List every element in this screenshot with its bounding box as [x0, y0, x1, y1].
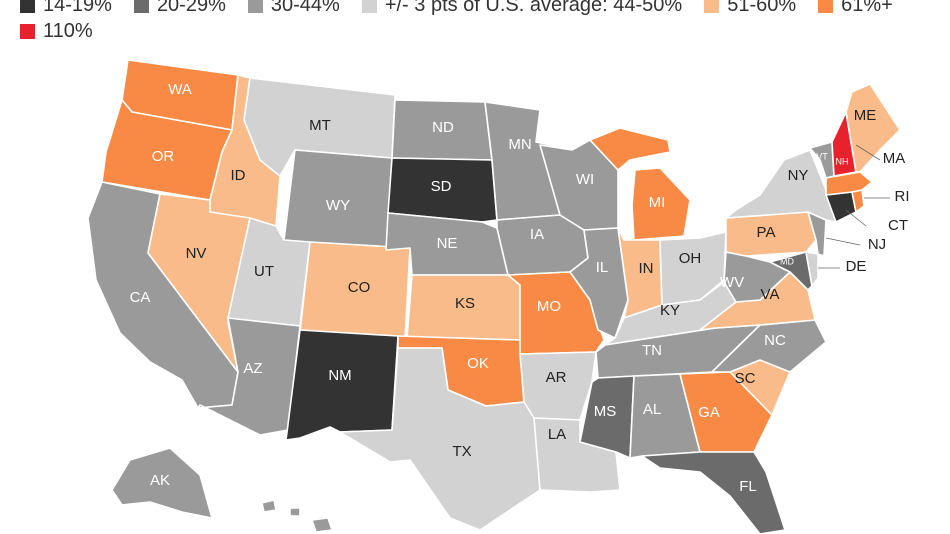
state-label-nj: NJ: [868, 236, 886, 253]
legend-item-61-plus: 61%+: [818, 0, 893, 18]
state-label-me: ME: [854, 107, 877, 124]
state-wi[interactable]: [539, 139, 619, 231]
legend-item-51-60: 51-60%: [704, 0, 796, 18]
legend-item-20-29: 20-29%: [133, 0, 226, 18]
legend-label: +/- 3 pts of U.S. average: 44-50%: [384, 0, 683, 16]
state-label-il: IL: [596, 259, 609, 276]
state-label-ar: AR: [546, 369, 567, 386]
state-label-ks: KS: [455, 295, 475, 312]
state-tx[interactable]: [339, 347, 541, 531]
state-label-nm: NM: [328, 367, 351, 384]
state-de[interactable]: [805, 251, 819, 287]
state-labels: WA OR CA ID NV MT WY UT AZ CO NM ND SD N…: [130, 81, 910, 495]
state-vt[interactable]: [809, 141, 835, 179]
state-ar[interactable]: [519, 351, 597, 421]
state-label-vt: VT: [816, 151, 828, 161]
legend-swatch: [818, 0, 834, 13]
legend-item-30-44: 30-44%: [247, 0, 340, 18]
state-label-in: IN: [639, 260, 654, 277]
state-label-wi: WI: [576, 171, 594, 188]
legend-swatch: [20, 0, 35, 13]
state-mi[interactable]: [569, 127, 691, 241]
state-label-or: OR: [152, 148, 175, 165]
state-label-mt: MT: [309, 117, 331, 134]
legend-label: 51-60%: [727, 0, 797, 16]
label-leader-lines: [818, 144, 890, 269]
state-label-tn: TN: [642, 342, 662, 359]
legend-swatch: [704, 0, 720, 13]
state-label-ak: AK: [150, 472, 170, 489]
legend-label: 110%: [43, 19, 93, 42]
state-label-az: AZ: [243, 360, 262, 377]
state-label-va: VA: [761, 286, 780, 303]
state-label-nc: NC: [764, 332, 786, 349]
state-label-sd: SD: [431, 178, 452, 195]
state-fl[interactable]: [641, 451, 786, 534]
state-label-wy: WY: [326, 197, 350, 214]
state-sd[interactable]: [387, 157, 498, 223]
legend-swatch: [361, 0, 377, 13]
legend-label: 30-44%: [270, 0, 340, 16]
state-label-sc: SC: [735, 370, 756, 387]
legend-row: 110%: [20, 18, 940, 44]
state-label-oh: OH: [679, 250, 702, 267]
state-label-ca: CA: [130, 289, 151, 306]
state-label-co: CO: [348, 279, 371, 296]
state-me[interactable]: [845, 83, 901, 173]
state-label-ma: MA: [883, 150, 906, 167]
legend-label: 20-29%: [156, 0, 226, 16]
state-ak[interactable]: [111, 447, 213, 519]
state-la[interactable]: [533, 417, 621, 493]
state-label-nd: ND: [432, 119, 454, 136]
state-hi[interactable]: [261, 499, 333, 533]
state-label-ct: CT: [888, 217, 908, 234]
state-label-mn: MN: [508, 136, 531, 153]
state-label-pa: PA: [757, 224, 776, 241]
legend-label: 14-19%: [43, 0, 112, 16]
legend-row: 14-19% 20-29% 30-44% +/- 3 pts of U.S. a…: [20, 0, 940, 18]
state-label-id: ID: [231, 167, 246, 184]
state-label-mo: MO: [537, 298, 561, 315]
state-label-nv: NV: [186, 245, 207, 262]
state-label-md: MD: [780, 256, 794, 266]
state-nm[interactable]: [285, 329, 399, 441]
state-label-tx: TX: [452, 443, 471, 460]
state-md[interactable]: [769, 251, 813, 291]
legend-swatch: [247, 0, 263, 13]
state-label-mi: MI: [649, 194, 666, 211]
state-label-ky: KY: [660, 302, 680, 319]
state-label-ne: NE: [437, 235, 458, 252]
legend-swatch: [20, 23, 35, 39]
state-label-ga: GA: [698, 404, 720, 421]
state-label-ms: MS: [594, 403, 617, 420]
state-label-fl: FL: [739, 478, 757, 495]
legend-item-14-19: 14-19%: [20, 0, 112, 18]
state-label-ia: IA: [530, 226, 544, 243]
state-label-ok: OK: [467, 355, 489, 372]
state-label-la: LA: [548, 426, 566, 443]
legend-item-110: 110%: [20, 18, 93, 44]
state-label-ut: UT: [254, 263, 274, 280]
state-label-de: DE: [846, 258, 867, 275]
legend-swatch: [133, 0, 149, 13]
legend-item-us-average: +/- 3 pts of U.S. average: 44-50%: [361, 0, 683, 18]
state-label-al: AL: [643, 401, 661, 418]
map-legend: 14-19% 20-29% 30-44% +/- 3 pts of U.S. a…: [20, 0, 940, 44]
state-label-wv: WV: [720, 274, 744, 291]
state-label-ny: NY: [788, 167, 809, 184]
state-label-ri: RI: [895, 188, 910, 205]
state-label-nh: NH: [836, 156, 849, 166]
state-label-wa: WA: [168, 81, 192, 98]
legend-label: 61%+: [841, 0, 893, 16]
